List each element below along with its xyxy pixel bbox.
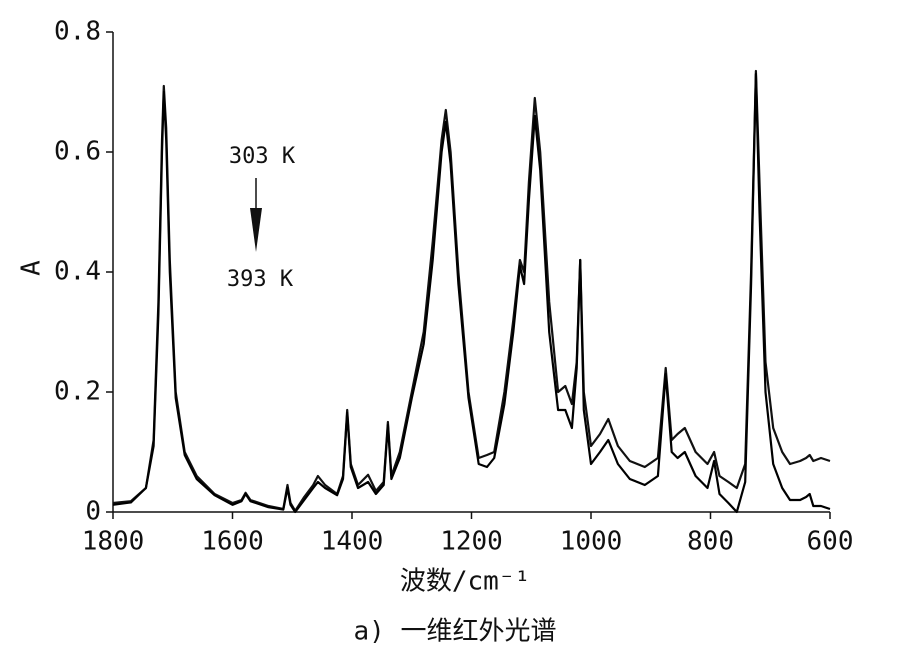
spectrum-line bbox=[112, 72, 831, 514]
x-tick-label: 800 bbox=[687, 527, 734, 557]
y-tick-label: 0 bbox=[85, 497, 101, 527]
y-tick-label: 0.2 bbox=[54, 377, 101, 407]
arrow-head bbox=[250, 208, 262, 252]
x-tick-label: 1600 bbox=[201, 527, 264, 557]
annotation: 303 K bbox=[229, 144, 296, 169]
caption: a) 一维红外光谱 bbox=[354, 617, 557, 647]
x-tick-label: 1800 bbox=[82, 527, 145, 557]
x-tick-label: 1400 bbox=[321, 527, 384, 557]
y-tick-label: 0.6 bbox=[54, 137, 101, 167]
x-axis-label: 波数/cm⁻¹ bbox=[400, 567, 530, 597]
y-tick-label: 0.4 bbox=[54, 257, 101, 287]
y-tick-label: 0.8 bbox=[54, 17, 101, 47]
spectrum-line bbox=[112, 69, 831, 512]
x-tick-label: 1000 bbox=[560, 527, 623, 557]
x-tick-label: 600 bbox=[807, 527, 854, 557]
annotation: 393 K bbox=[227, 267, 294, 292]
y-axis-label: A bbox=[17, 260, 47, 276]
x-tick-label: 1200 bbox=[440, 527, 503, 557]
